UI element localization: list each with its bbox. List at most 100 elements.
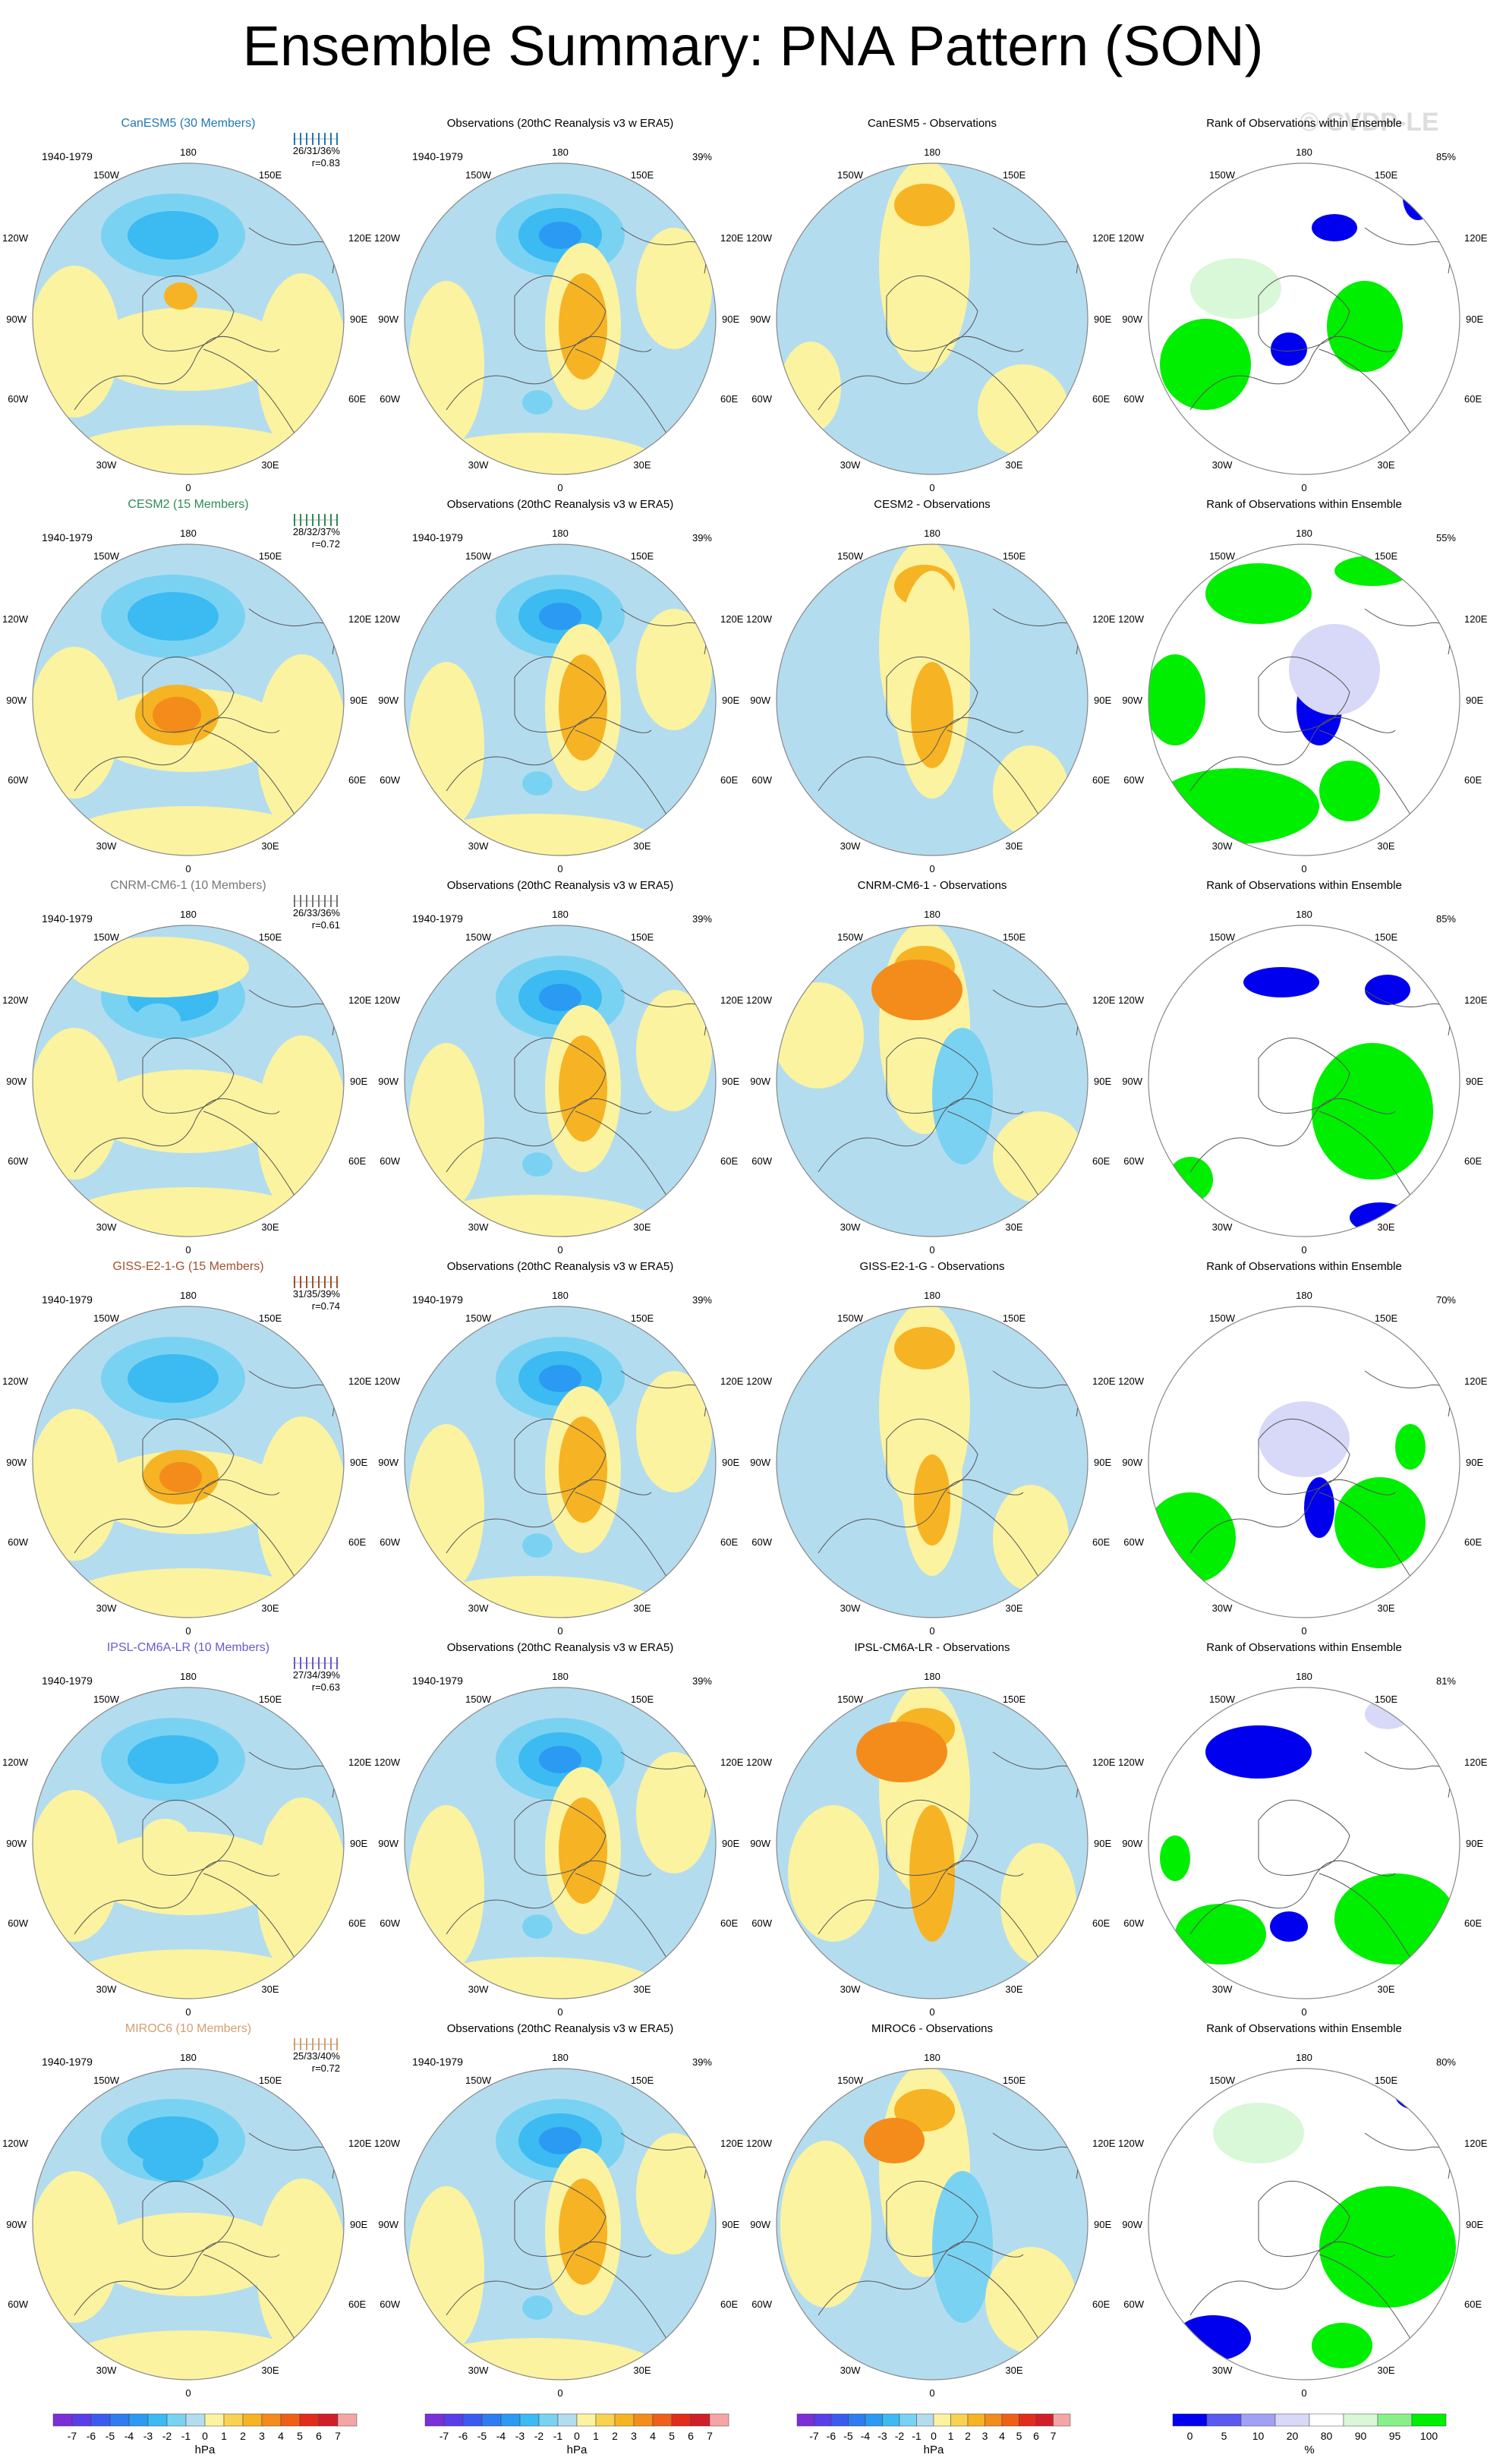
lon-label: 90E bbox=[1466, 1457, 1483, 1468]
contour-region bbox=[1000, 1843, 1076, 1965]
contour-region bbox=[636, 609, 712, 730]
lon-label: 90E bbox=[350, 1838, 367, 1849]
lon-label: 30W bbox=[468, 2365, 489, 2376]
diff-map: 180 0 90W 90E 150W 150E 120W 120E 60W 60E 30W 30E bbox=[746, 909, 1116, 1256]
colorbar-tick: -5 bbox=[477, 2430, 487, 2442]
map-background bbox=[1148, 163, 1460, 474]
lon-label: 150E bbox=[259, 1694, 282, 1705]
lon-label: 60W bbox=[380, 393, 400, 405]
coastline bbox=[1258, 1037, 1350, 1114]
lon-label: 60W bbox=[1123, 1917, 1144, 1929]
lon-label: 0 bbox=[557, 1244, 562, 1256]
lon-label: 30E bbox=[633, 1983, 651, 1995]
diff-map: 180 0 90W 90E 150W 150E 120W 120E 60W 60E 30W 30E bbox=[746, 1671, 1116, 2018]
lon-label: 120W bbox=[746, 1375, 773, 1387]
colorbar-tick: -1 bbox=[181, 2430, 191, 2442]
colorbar-tick: 6 bbox=[316, 2430, 322, 2442]
obs-title: Observations (20thC Reanalysis v3 w ERA5… bbox=[447, 1260, 673, 1273]
lon-label: 60E bbox=[1464, 1155, 1482, 1167]
rank-percent: 81% bbox=[1436, 1675, 1456, 1687]
lon-label: 90W bbox=[750, 1838, 770, 1849]
lon-label: 90E bbox=[1094, 1457, 1111, 1468]
colorbar-swatch bbox=[830, 2413, 849, 2427]
colorbar-swatch bbox=[147, 2413, 168, 2427]
rank-title: Rank of Observations within Ensemble bbox=[1206, 879, 1402, 892]
period-label: 1940-1979 bbox=[412, 912, 463, 925]
contour-region bbox=[1312, 214, 1357, 241]
lon-label: 60E bbox=[348, 1917, 366, 1929]
lon-label: 90W bbox=[6, 2219, 27, 2230]
obs-title: Observations (20thC Reanalysis v3 w ERA5… bbox=[447, 2022, 673, 2035]
colorbar-obs: -7 -6 -5 -4 -3 -2 -1 0 1 2 3 4 5 6 7 hPa bbox=[424, 2413, 729, 2456]
colorbar-tick: 0 bbox=[931, 2430, 937, 2442]
period-label: 1940-1979 bbox=[42, 531, 93, 544]
lon-label: 0 bbox=[929, 2387, 934, 2399]
contour-region bbox=[408, 2186, 484, 2353]
lon-label: 150W bbox=[837, 1312, 864, 1324]
map-border bbox=[776, 162, 1089, 475]
contour-region bbox=[1160, 1835, 1190, 1881]
lon-label: 150E bbox=[631, 931, 654, 943]
model-pattern-map: 180 0 90W 90E 150W 150E 120W 120E 60W 60E 30W 30E bbox=[2, 2052, 372, 2399]
lon-label: 150E bbox=[1375, 931, 1398, 943]
pattern-correlation: r=0.63 bbox=[312, 1681, 340, 1693]
lon-label: 60W bbox=[8, 1917, 28, 1929]
contour-region bbox=[522, 771, 553, 796]
contour-region bbox=[871, 959, 963, 1020]
coastline bbox=[446, 2241, 652, 2316]
colorbar-tick: 1 bbox=[593, 2430, 599, 2442]
lon-label: 120E bbox=[720, 613, 744, 625]
lon-label: 90E bbox=[722, 1076, 739, 1087]
lon-label: 150E bbox=[259, 2075, 282, 2086]
lon-label: 60E bbox=[1092, 393, 1110, 405]
contour-region bbox=[777, 982, 864, 1089]
model-pattern-map: 180 0 90W 90E 150W 150E 120W 120E 60W 60E 30W 30E bbox=[2, 528, 372, 874]
model-row: MIROC6 (10 Members) 1940-1979 25/33/40%r=0… bbox=[42, 2022, 1456, 2074]
lon-label: 120E bbox=[720, 1375, 744, 1387]
model-title: CanESM5 (30 Members) bbox=[121, 117, 256, 130]
coastline bbox=[886, 2180, 978, 2257]
contour-region bbox=[522, 2295, 553, 2320]
lon-label: 150W bbox=[1209, 931, 1236, 943]
pattern-correlation: r=0.74 bbox=[312, 1300, 340, 1312]
lon-label: 30W bbox=[96, 1602, 117, 1614]
lon-label: 180 bbox=[924, 528, 940, 539]
coastline bbox=[514, 1037, 606, 1114]
contour-region bbox=[143, 2145, 203, 2182]
lon-label: 120W bbox=[2, 2138, 29, 2149]
colorbar-tick: 7 bbox=[335, 2430, 341, 2442]
lon-label: 120E bbox=[1464, 232, 1488, 244]
lon-label: 90E bbox=[1466, 1838, 1483, 1849]
contour-region bbox=[164, 282, 197, 310]
contour-region bbox=[416, 814, 659, 855]
coastline bbox=[142, 1799, 235, 1876]
map-border bbox=[32, 544, 345, 856]
lon-label: 120E bbox=[348, 1757, 372, 1768]
colorbar-tick: -7 bbox=[68, 2430, 77, 2442]
lon-label: 150W bbox=[93, 2075, 120, 2086]
lon-label: 150W bbox=[465, 2075, 492, 2086]
colorbar-swatch bbox=[633, 2413, 654, 2427]
coastline bbox=[1189, 1098, 1396, 1173]
contour-region bbox=[1365, 975, 1410, 1005]
model-pattern-map: 180 0 90W 90E 150W 150E 120W 120E 60W 60E 30W 30E bbox=[2, 1290, 372, 1637]
lon-label: 60E bbox=[348, 774, 366, 786]
lon-label: 120E bbox=[348, 2138, 372, 2149]
coastline bbox=[514, 656, 606, 733]
colorbar-swatch bbox=[690, 2413, 710, 2427]
model-row: GISS-E2-1-G (15 Members) 1940-1979 31/35/3… bbox=[42, 1260, 1456, 1312]
colorbar-swatch bbox=[557, 2413, 578, 2427]
model-row: CESM2 (15 Members) 1940-1979 28/32/37%r=0.… bbox=[42, 498, 1456, 550]
contour-region bbox=[559, 654, 607, 761]
colorbar-swatch bbox=[1035, 2413, 1054, 2427]
lon-label: 60E bbox=[1464, 393, 1482, 405]
lon-label: 30W bbox=[840, 1983, 861, 1995]
lon-label: 90W bbox=[1122, 1076, 1142, 1087]
colorbar-swatch bbox=[1206, 2413, 1242, 2427]
lon-label: 30E bbox=[1377, 1983, 1394, 1995]
lon-label: 0 bbox=[185, 2006, 191, 2018]
lon-label: 120E bbox=[1092, 613, 1116, 625]
contour-region bbox=[539, 222, 581, 249]
lon-label: 150W bbox=[837, 931, 864, 943]
contour-region bbox=[559, 1416, 607, 1523]
